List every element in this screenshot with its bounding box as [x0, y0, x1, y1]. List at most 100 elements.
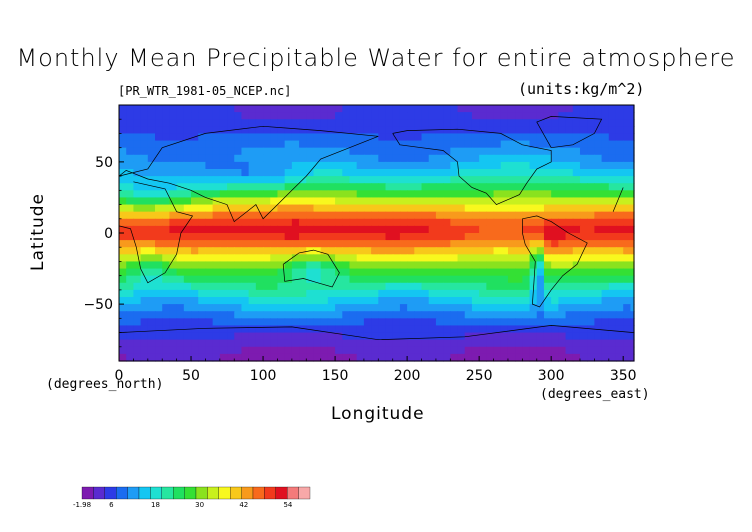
- heatmap-cell: [378, 268, 387, 277]
- heatmap-cell: [270, 126, 279, 135]
- heatmap-cell: [414, 204, 423, 213]
- heatmap-cell: [306, 183, 315, 191]
- heatmap-cell: [198, 161, 207, 170]
- heatmap-cell: [133, 332, 142, 341]
- heatmap-cell: [313, 225, 322, 234]
- heatmap-cell: [126, 133, 135, 142]
- heatmap-cell: [342, 140, 351, 149]
- heatmap-cell: [522, 183, 531, 191]
- heatmap-cell: [212, 282, 221, 291]
- heatmap-cell: [363, 240, 372, 248]
- heatmap-cell: [270, 254, 279, 263]
- heatmap-cell: [587, 119, 595, 127]
- heatmap-cell: [630, 311, 635, 319]
- heatmap-cell: [479, 289, 487, 298]
- heatmap-cell: [306, 282, 315, 291]
- heatmap-cell: [558, 204, 567, 213]
- heatmap-cell: [507, 190, 516, 199]
- heatmap-cell: [421, 119, 430, 127]
- heatmap-cell: [234, 225, 243, 234]
- heatmap-cell: [479, 346, 487, 355]
- heatmap-cell: [147, 204, 156, 213]
- heatmap-cell: [205, 126, 214, 135]
- heatmap-cell: [248, 325, 257, 334]
- heatmap-cell: [155, 140, 163, 149]
- heatmap-cell: [183, 154, 192, 163]
- heatmap-cell: [421, 105, 430, 113]
- heatmap-cell: [522, 289, 531, 298]
- heatmap-cell: [126, 161, 135, 170]
- heatmap-cell: [608, 183, 617, 191]
- heatmap-cell: [464, 176, 473, 184]
- heatmap-cell: [140, 353, 149, 362]
- heatmap-cell: [457, 275, 466, 284]
- heatmap-cell: [608, 218, 617, 227]
- heatmap-cell: [248, 197, 257, 206]
- heatmap-cell: [500, 268, 509, 277]
- heatmap-cell: [191, 332, 199, 341]
- heatmap-cell: [464, 297, 473, 305]
- heatmap-cell: [183, 169, 192, 177]
- heatmap-cell: [601, 169, 610, 177]
- heatmap-cell: [572, 318, 581, 327]
- heatmap-cell: [356, 190, 365, 199]
- heatmap-cell: [140, 233, 149, 241]
- heatmap-cell: [227, 268, 235, 277]
- heatmap-cell: [471, 190, 480, 199]
- heatmap-cell: [543, 282, 552, 291]
- heatmap-cell: [608, 211, 617, 220]
- heatmap-cell: [435, 176, 444, 184]
- heatmap-cell: [241, 133, 250, 142]
- heatmap-cell: [479, 119, 487, 127]
- heatmap-cell: [320, 254, 329, 263]
- heatmap-cell: [169, 275, 178, 284]
- heatmap-cell: [579, 161, 588, 170]
- heatmap-cell: [450, 197, 459, 206]
- heatmap-cell: [558, 346, 567, 355]
- heatmap-cell: [169, 176, 178, 184]
- heatmap-cell: [443, 311, 451, 319]
- heatmap-cell: [529, 353, 538, 362]
- heatmap-cell: [291, 261, 300, 270]
- heatmap-cell: [327, 353, 336, 362]
- heatmap-cell: [234, 332, 243, 341]
- heatmap-cell: [306, 311, 315, 319]
- heatmap-cell: [572, 247, 581, 255]
- heatmap-cell: [507, 112, 516, 120]
- heatmap-cell: [270, 325, 279, 334]
- heatmap-cell: [241, 247, 250, 255]
- heatmap-cell: [155, 197, 163, 206]
- heatmap-cell: [313, 233, 322, 241]
- heatmap-cell: [277, 140, 286, 149]
- heatmap-cell: [183, 233, 192, 241]
- heatmap-cell: [371, 190, 379, 199]
- heatmap-cell: [342, 176, 351, 184]
- heatmap-cell: [363, 133, 372, 142]
- heatmap-cell: [522, 147, 531, 156]
- heatmap-cell: [219, 112, 228, 120]
- heatmap-cell: [363, 211, 372, 220]
- heatmap-cell: [162, 183, 171, 191]
- heatmap-cell: [507, 346, 516, 355]
- heatmap-cell: [270, 282, 279, 291]
- heatmap-cell: [543, 176, 552, 184]
- heatmap-cell: [255, 289, 264, 298]
- heatmap-cell: [608, 304, 617, 312]
- heatmap-cell: [507, 169, 516, 177]
- heatmap-cell: [435, 297, 444, 305]
- colorbar-swatch: [173, 486, 185, 500]
- heatmap-cell: [176, 176, 185, 184]
- heatmap-cell: [327, 204, 336, 213]
- heatmap-cell: [241, 289, 250, 298]
- heatmap-cell: [349, 183, 358, 191]
- heatmap-cell: [371, 112, 379, 120]
- heatmap-cell: [327, 346, 336, 355]
- heatmap-cell: [443, 297, 451, 305]
- heatmap-cell: [587, 297, 595, 305]
- heatmap-cell: [435, 105, 444, 113]
- units-label: (units:kg/m^2): [518, 80, 645, 98]
- heatmap-cell: [277, 346, 286, 355]
- heatmap-cell: [306, 339, 315, 348]
- heatmap-cell: [176, 218, 185, 227]
- heatmap-cell: [126, 339, 135, 348]
